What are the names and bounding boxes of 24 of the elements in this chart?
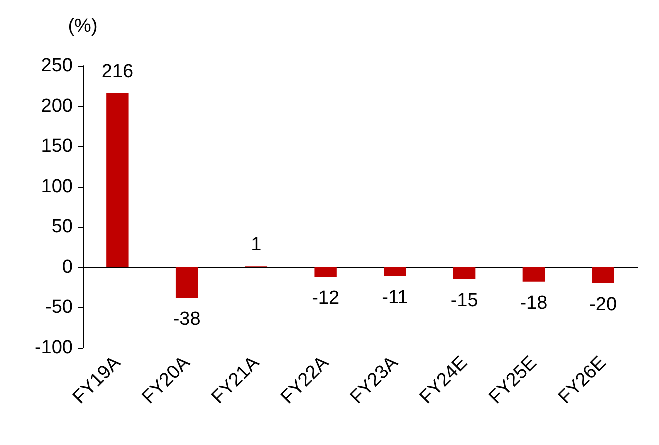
data-label: -18 [520, 292, 548, 314]
data-label: 216 [102, 61, 134, 82]
y-tick-label: 50 [52, 216, 73, 238]
y-axis-title: (%) [68, 16, 98, 37]
y-tick-label: -100 [34, 338, 73, 358]
bar [314, 267, 337, 278]
data-label: -15 [450, 290, 478, 312]
y-tick-label: 0 [62, 256, 73, 278]
bar [384, 267, 406, 276]
bar [176, 267, 198, 298]
y-tick-label: 100 [41, 176, 73, 198]
bar [106, 93, 129, 268]
bar [522, 267, 546, 282]
bar [592, 267, 614, 284]
data-label: -20 [590, 294, 618, 316]
data-label: -11 [382, 287, 408, 308]
y-tick-label: 150 [41, 136, 73, 158]
y-tick-label: 200 [41, 96, 73, 117]
bar [453, 267, 476, 280]
data-label: -12 [312, 288, 340, 310]
data-label: -38 [173, 309, 201, 330]
y-tick-label: -50 [46, 297, 73, 318]
y-tick-label: 250 [41, 56, 73, 76]
data-label: 1 [251, 234, 262, 256]
